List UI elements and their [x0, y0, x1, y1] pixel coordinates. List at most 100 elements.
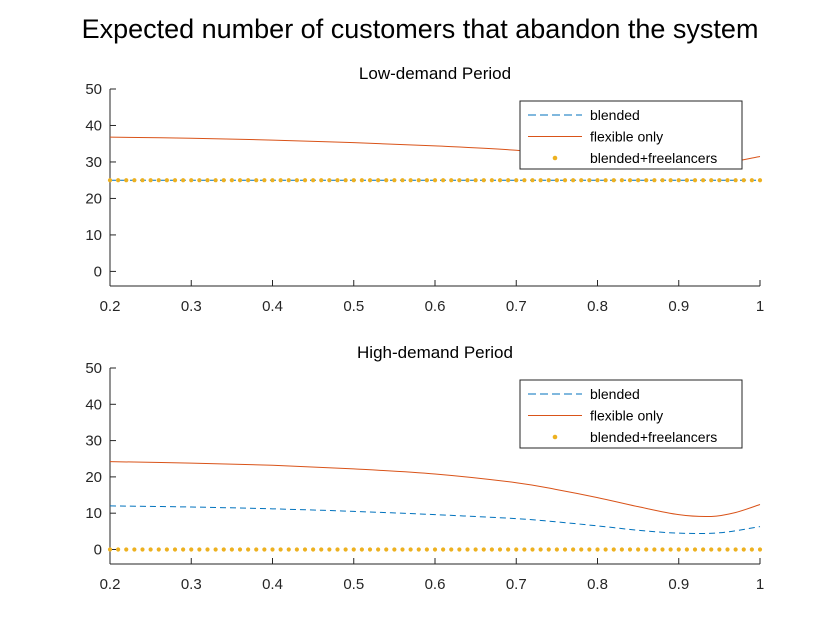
data-point-blended-freelancers — [148, 178, 153, 183]
data-point-blended-freelancers — [571, 178, 576, 183]
data-point-blended-freelancers — [164, 547, 169, 552]
y-tick-label: 0 — [94, 541, 102, 558]
data-point-blended-freelancers — [376, 547, 381, 552]
data-point-blended-freelancers — [229, 547, 234, 552]
data-point-blended-freelancers — [294, 547, 299, 552]
y-tick-label: 10 — [85, 227, 102, 244]
data-point-blended-freelancers — [278, 547, 283, 552]
x-tick-label: 0.7 — [506, 298, 527, 315]
data-point-blended-freelancers — [286, 178, 291, 183]
y-tick-label: 50 — [85, 360, 102, 377]
data-point-blended-freelancers — [717, 178, 722, 183]
data-point-blended-freelancers — [692, 547, 698, 552]
data-point-blended-freelancers — [668, 178, 673, 183]
legend-marker-blended-freelancers — [552, 434, 558, 440]
data-point-blended-freelancers — [489, 547, 494, 552]
legend-label-blended-freelancers: blended+freelancers — [590, 150, 717, 166]
chart-panel-1: Low-demand Period 0 10 20 30 40 50 0.2 0.3 0.4 0.5… — [85, 64, 764, 315]
data-point-blended-freelancers — [709, 547, 714, 552]
data-point-blended-freelancers — [237, 547, 243, 552]
data-point-blended-freelancers — [660, 547, 665, 552]
x-tick-label: 1 — [756, 298, 764, 315]
data-point-blended-freelancers — [197, 178, 202, 183]
x-tick-label: 0.8 — [587, 298, 608, 315]
data-point-blended-freelancers — [684, 178, 689, 183]
legend-label-blended-freelancers: blended+freelancers — [590, 429, 717, 445]
data-point-blended-freelancers — [424, 547, 429, 552]
data-point-blended-freelancers — [408, 547, 413, 552]
data-point-blended-freelancers — [530, 547, 535, 552]
data-point-blended-freelancers — [603, 547, 608, 552]
data-point-blended-freelancers — [562, 547, 568, 552]
data-point-blended-freelancers — [514, 547, 519, 552]
data-point-blended-freelancers — [294, 178, 299, 183]
figure-title: Expected number of customers that abando… — [81, 14, 759, 44]
data-point-blended-freelancers — [400, 547, 405, 552]
data-point-blended-freelancers — [579, 547, 584, 552]
data-point-blended-freelancers — [741, 547, 746, 552]
data-point-blended-freelancers — [432, 178, 438, 183]
data-point-blended-freelancers — [522, 178, 527, 183]
data-point-blended-freelancers — [384, 178, 389, 183]
data-point-blended-freelancers — [725, 178, 730, 183]
data-point-blended-freelancers — [367, 178, 373, 183]
data-point-blended-freelancers — [246, 547, 251, 552]
data-point-blended-freelancers — [660, 178, 665, 183]
y-tick-label: 30 — [85, 154, 102, 171]
y-tick-label: 30 — [85, 433, 102, 450]
data-point-blended-freelancers — [741, 178, 746, 183]
data-point-blended-freelancers — [676, 178, 681, 183]
legend-label-flexible-only: flexible only — [590, 129, 663, 145]
data-point-blended-freelancers — [457, 547, 462, 552]
data-point-blended-freelancers — [514, 178, 519, 183]
panel-title: Low-demand Period — [359, 64, 511, 83]
data-point-blended-freelancers — [116, 178, 121, 183]
data-point-blended-freelancers — [522, 547, 527, 552]
data-point-blended-freelancers — [530, 178, 535, 183]
x-tick-label: 0.4 — [262, 576, 283, 593]
data-point-blended-freelancers — [473, 547, 478, 552]
data-point-blended-freelancers — [636, 547, 641, 552]
data-point-blended-freelancers — [644, 547, 649, 552]
data-point-blended-freelancers — [506, 547, 511, 552]
data-point-blended-freelancers — [497, 178, 503, 183]
data-point-blended-freelancers — [692, 178, 698, 183]
legend-marker-blended-freelancers — [552, 155, 558, 161]
data-point-blended-freelancers — [449, 547, 454, 552]
data-point-blended-freelancers — [644, 178, 649, 183]
data-point-blended-freelancers — [481, 547, 486, 552]
data-point-blended-freelancers — [181, 547, 186, 552]
data-point-blended-freelancers — [481, 178, 486, 183]
data-point-blended-freelancers — [749, 547, 754, 552]
data-point-blended-freelancers — [538, 178, 543, 183]
y-tick-label: 0 — [94, 263, 102, 280]
data-point-blended-freelancers — [546, 547, 551, 552]
data-point-blended-freelancers — [701, 178, 706, 183]
data-point-blended-freelancers — [189, 178, 194, 183]
data-point-blended-freelancers — [181, 178, 186, 183]
data-point-blended-freelancers — [432, 547, 438, 552]
y-tick-label: 10 — [85, 505, 102, 522]
data-point-blended-freelancers — [359, 547, 364, 552]
y-tick-label: 20 — [85, 469, 102, 486]
x-tick-label: 0.3 — [181, 576, 202, 593]
data-point-blended-freelancers — [457, 178, 462, 183]
data-point-blended-freelancers — [254, 547, 259, 552]
data-point-blended-freelancers — [652, 547, 657, 552]
data-point-blended-freelancers — [116, 547, 121, 552]
data-point-blended-freelancers — [343, 178, 348, 183]
data-point-blended-freelancers — [327, 547, 332, 552]
x-tick-label: 0.2 — [100, 576, 121, 593]
data-point-blended-freelancers — [351, 178, 356, 183]
data-point-blended-freelancers — [497, 547, 503, 552]
panel-title: High-demand Period — [357, 343, 513, 362]
data-point-blended-freelancers — [359, 178, 364, 183]
data-point-blended-freelancers — [538, 547, 543, 552]
data-point-blended-freelancers — [172, 547, 178, 552]
data-point-blended-freelancers — [335, 178, 340, 183]
data-point-blended-freelancers — [579, 178, 584, 183]
data-point-blended-freelancers — [627, 178, 633, 183]
data-point-blended-freelancers — [311, 547, 316, 552]
data-point-blended-freelancers — [384, 547, 389, 552]
